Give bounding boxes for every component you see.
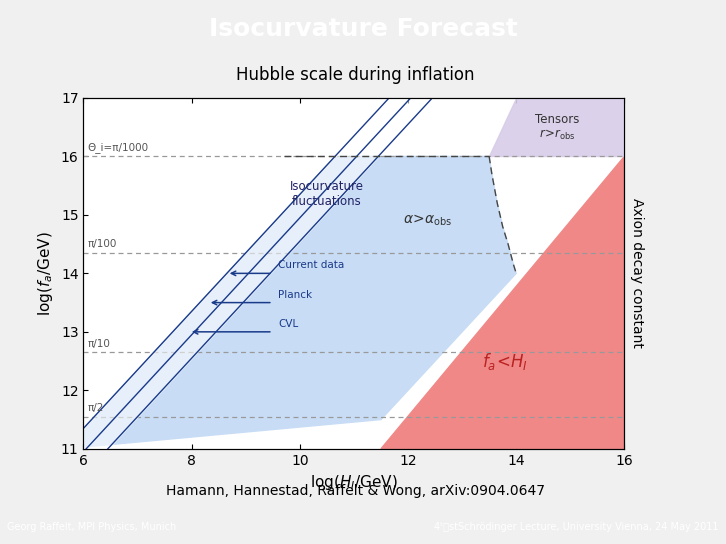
Text: $f_a\!<\!H_I$: $f_a\!<\!H_I$ bbox=[482, 350, 529, 372]
Text: Georg Raffelt, MPI Physics, Munich: Georg Raffelt, MPI Physics, Munich bbox=[7, 522, 176, 532]
Text: Isocurvature
fluctuations: Isocurvature fluctuations bbox=[290, 181, 364, 208]
Text: π/10: π/10 bbox=[88, 339, 110, 349]
Polygon shape bbox=[489, 98, 624, 157]
Text: 4ᵗ˾stSchrödinger Lecture, University Vienna, 24 May 2011: 4ᵗ˾stSchrödinger Lecture, University Vie… bbox=[434, 522, 719, 532]
Text: Planck: Planck bbox=[278, 289, 312, 300]
X-axis label: $\log(H_I/\mathrm{GeV})$: $\log(H_I/\mathrm{GeV})$ bbox=[310, 473, 398, 492]
Text: Hamann, Hannestad, Raffelt & Wong, arXiv:0904.0647: Hamann, Hannestad, Raffelt & Wong, arXiv… bbox=[166, 484, 545, 498]
Text: Hubble scale during inflation: Hubble scale during inflation bbox=[237, 66, 475, 84]
Polygon shape bbox=[381, 157, 624, 449]
Text: Current data: Current data bbox=[278, 261, 344, 270]
Polygon shape bbox=[65, 157, 516, 449]
Text: π/100: π/100 bbox=[88, 239, 117, 249]
Text: Θ_i=π/1000: Θ_i=π/1000 bbox=[88, 142, 149, 153]
Text: π/2: π/2 bbox=[88, 403, 105, 413]
Text: Isocurvature Forecast: Isocurvature Forecast bbox=[208, 16, 518, 41]
Y-axis label: $\log(f_a/\mathrm{GeV})$: $\log(f_a/\mathrm{GeV})$ bbox=[36, 231, 55, 316]
Y-axis label: Axion decay constant: Axion decay constant bbox=[629, 199, 644, 348]
Text: CVL: CVL bbox=[278, 319, 298, 329]
Text: Tensors
$r\!>\!r_{\rm obs}$: Tensors $r\!>\!r_{\rm obs}$ bbox=[534, 113, 579, 141]
Text: $\alpha\!>\!\alpha_{\rm obs}$: $\alpha\!>\!\alpha_{\rm obs}$ bbox=[403, 213, 452, 228]
